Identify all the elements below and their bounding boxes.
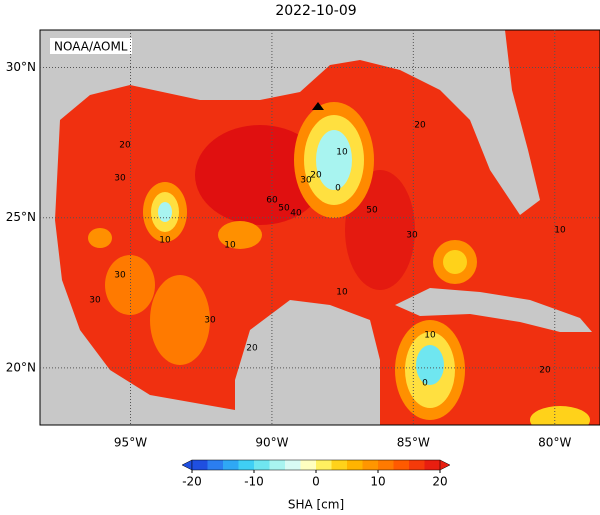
credit-box [50, 38, 132, 54]
lon-tick-label: 95°W [114, 436, 147, 450]
map-area [40, 30, 600, 425]
colorbar-segment [362, 460, 379, 470]
colorbar-segment [409, 460, 425, 470]
lon-tick-label: 80°W [538, 436, 571, 450]
contour-label: 0 [422, 379, 428, 389]
colorbar-arrow [439, 459, 451, 471]
colorbar-tick-label: -10 [244, 475, 264, 489]
colorbar-segment [238, 460, 255, 470]
colorbar-segment [300, 460, 317, 470]
contour-label: 10 [554, 226, 566, 236]
colorbar-segment [223, 460, 239, 470]
colorbar-label: SHA [cm] [288, 498, 344, 512]
lon-tick-label: 85°W [397, 436, 430, 450]
title: 2022-10-09 [275, 3, 356, 19]
anomaly-field [88, 102, 590, 425]
contour-label: 10 [336, 288, 348, 298]
colorbar-segment [424, 460, 441, 470]
lon-tick-label: 90°W [255, 436, 288, 450]
contour-label: 0 [335, 184, 341, 194]
colorbar-segment [347, 460, 363, 470]
contour-label: 30 [89, 296, 101, 306]
colorbar-segment [378, 460, 394, 470]
colorbar-segment [192, 460, 208, 470]
lat-tick-label: 20°N [6, 360, 36, 374]
contour-label: 30 [114, 271, 126, 281]
colorbar-tick-label: 10 [370, 475, 385, 489]
credit: NOAA/AOML [54, 40, 128, 54]
contour-label: 10 [336, 148, 348, 158]
contour-label: 10 [159, 236, 171, 246]
contour-label: 20 [310, 171, 322, 181]
contour-label: 20 [246, 344, 258, 354]
colorbar-segment [316, 460, 332, 470]
contour-label: 20 [119, 141, 131, 151]
colorbar-segment [254, 460, 270, 470]
cuba [395, 288, 592, 332]
colorbar-segment [285, 460, 301, 470]
contour-label: 40 [290, 209, 302, 219]
colorbar-arrow [181, 459, 193, 471]
contour-label: 60 [266, 196, 278, 206]
contour-label: 30 [204, 316, 216, 326]
contour-label: 10 [224, 241, 236, 251]
contour-label: 30 [406, 231, 418, 241]
contour-label: 10 [424, 331, 436, 341]
colorbar-tick-label: 20 [432, 475, 447, 489]
lat-tick-label: 30°N [6, 60, 36, 74]
marker [312, 102, 324, 110]
colorbar-tick-label: 0 [312, 475, 320, 489]
contour-label: 30 [300, 176, 312, 186]
contour-label: 50 [366, 206, 378, 216]
contour-label: 50 [278, 204, 290, 214]
colorbar-tick-label: -20 [182, 475, 202, 489]
colorbar-segment [331, 460, 348, 470]
contour-label: 20 [539, 366, 551, 376]
colorbar-segment [269, 460, 286, 470]
contour-label: 20 [414, 121, 426, 131]
colorbar-segment [207, 460, 224, 470]
lat-tick-label: 25°N [6, 210, 36, 224]
frame [39, 29, 600, 426]
colorbar-segment [393, 460, 410, 470]
contour-label: 30 [114, 174, 126, 184]
